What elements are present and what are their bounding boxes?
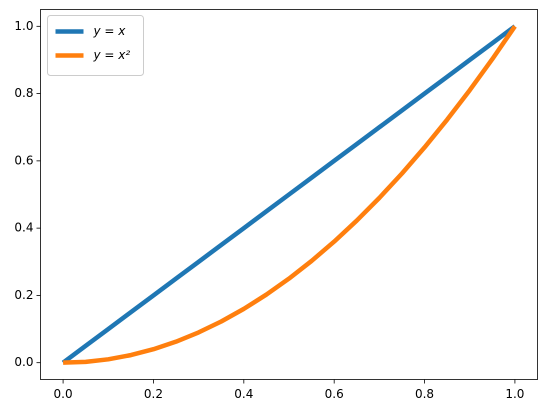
y-tick-label: 0.8 — [14, 86, 33, 100]
x-tick-label: 0.8 — [415, 387, 434, 401]
plot-frame — [40, 9, 538, 380]
legend-label: y = x² — [93, 48, 131, 62]
y-tick-label: 0.4 — [14, 221, 33, 235]
line-series — [61, 24, 517, 365]
y-tick-label: 1.0 — [14, 19, 33, 33]
y-tick-label: 0.2 — [14, 288, 33, 302]
x-tick-label: 0.2 — [144, 387, 163, 401]
y-tick-label: 0.0 — [14, 355, 33, 369]
line-series — [63, 25, 517, 365]
y-tick-label: 0.6 — [14, 153, 33, 167]
x-tick-label: 0.0 — [54, 387, 73, 401]
x-tick-label: 0.6 — [325, 387, 344, 401]
legend-label: y = x — [93, 24, 127, 38]
x-tick-label: 0.4 — [234, 387, 253, 401]
x-tick-label: 1.0 — [505, 387, 524, 401]
